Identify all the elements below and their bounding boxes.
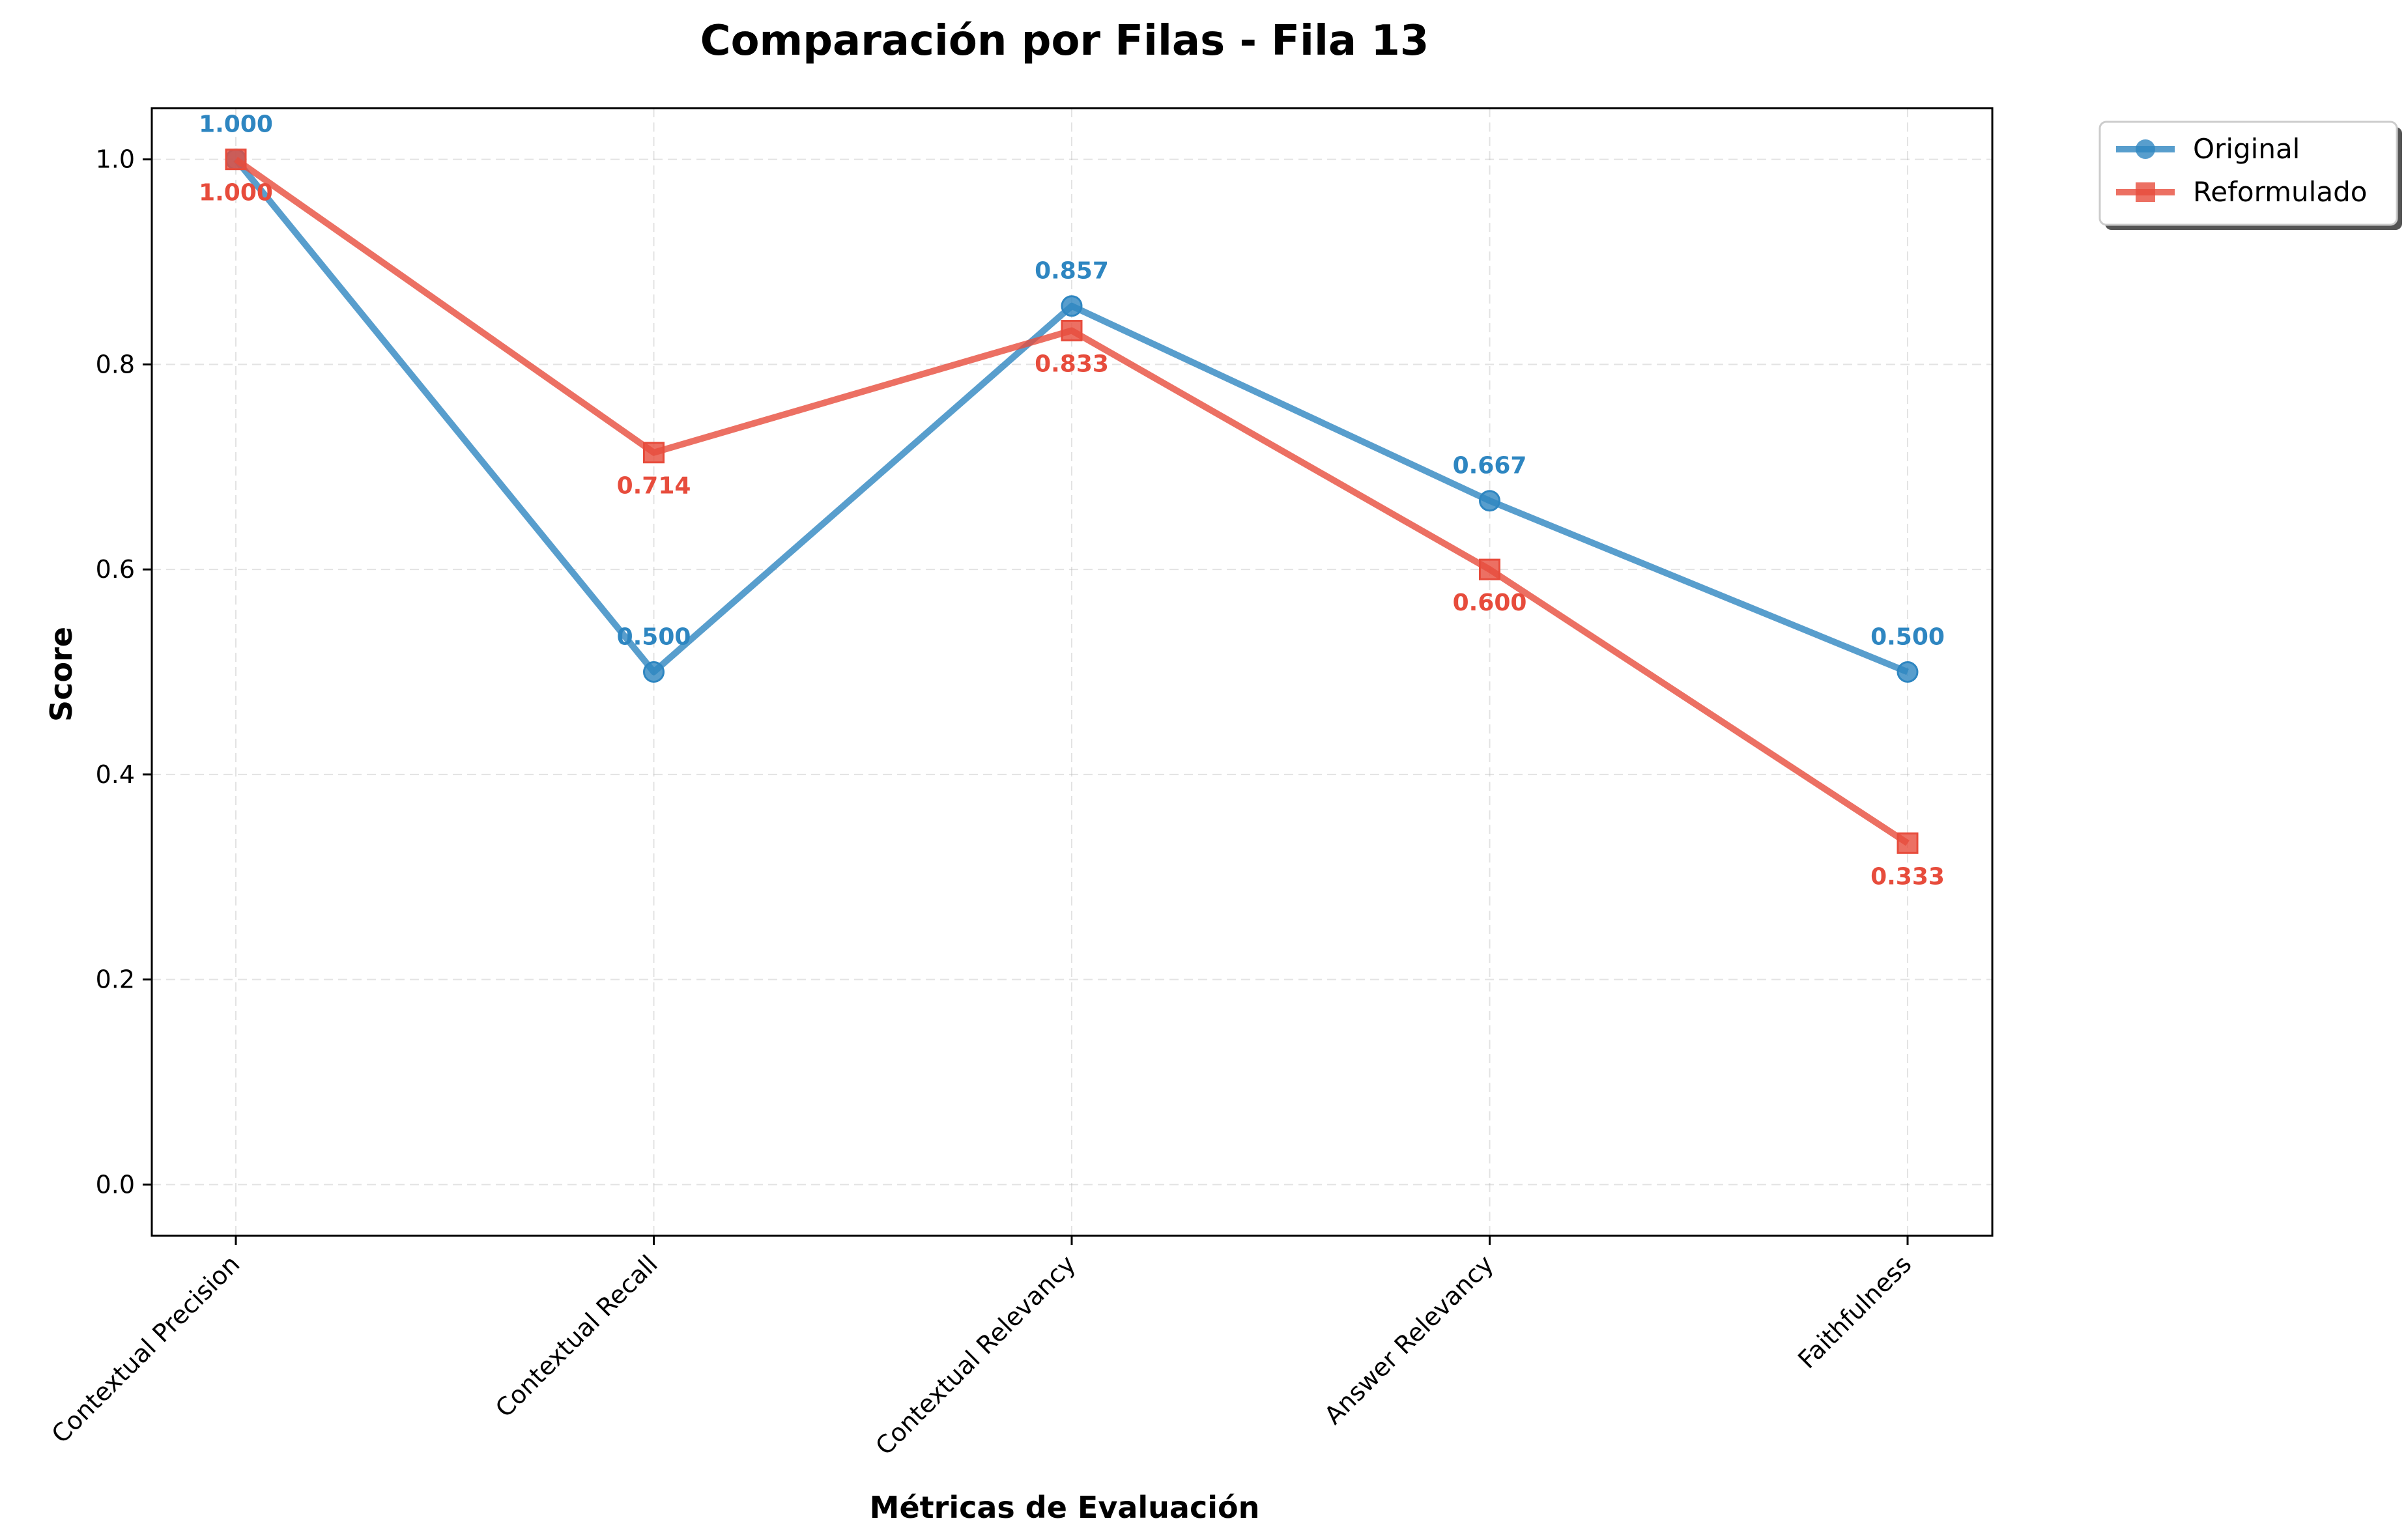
legend-item-original: Original [2116,133,2300,165]
x-tick-label: Faithfulness [1792,1249,1917,1374]
data-labels-layer: 1.000 0.500 0.857 0.667 0.500 1.000 0.714 0.833… [199,111,1945,891]
data-label: 0.714 [617,473,691,500]
data-point [1061,319,1083,341]
data-point [643,661,665,683]
y-tick-label: 0.8 [96,350,135,378]
y-tick-label: 0.6 [96,555,135,584]
legend-marker [2136,139,2155,159]
data-point [225,149,247,171]
series-reformulado [225,149,1919,854]
legend: Original Reformulado [2098,121,2402,230]
data-label: 0.833 [1035,350,1109,377]
x-tick-label: Contextual Precision [46,1249,246,1449]
y-tick-label: 1.0 [96,145,135,174]
data-label: 0.600 [1453,590,1527,616]
legend-marker [2136,182,2155,202]
data-point [1061,295,1083,317]
data-label: 0.500 [1870,624,1945,651]
data-point [1479,490,1500,512]
data-label: 0.857 [1035,258,1109,285]
x-tick-label: Answer Relevancy [1319,1249,1499,1430]
y-tick-label: 0.4 [96,760,135,789]
legend-label: Original [2193,133,2300,165]
x-tick-label: Contextual Recall [490,1249,663,1423]
data-label: 1.000 [199,111,273,138]
x-axis-label: Métricas de Evaluación [870,1490,1260,1525]
data-label: 0.667 [1453,453,1527,479]
y-tick-label: 0.0 [96,1170,135,1199]
grid-layer [152,108,1992,1236]
y-axis-label: Score [44,627,79,722]
x-tick-label: Contextual Relevancy [870,1249,1081,1461]
legend-label: Reformulado [2193,176,2367,208]
chart-title: Comparación por Filas - Fila 13 [700,17,1429,65]
data-point [643,442,665,464]
series-layer [225,149,1919,854]
data-point [1897,832,1919,854]
legend-item-reformulado: Reformulado [2116,176,2367,208]
data-point [1479,558,1500,580]
y-tick-label: 0.2 [96,965,135,994]
data-label: 0.333 [1870,863,1945,890]
data-label: 1.000 [199,180,273,207]
data-label: 0.500 [617,624,691,651]
data-point [1897,661,1919,683]
ticks-layer: 0.0 0.2 0.4 0.6 0.8 1.0 Contextual Precision Co… [46,145,1917,1461]
